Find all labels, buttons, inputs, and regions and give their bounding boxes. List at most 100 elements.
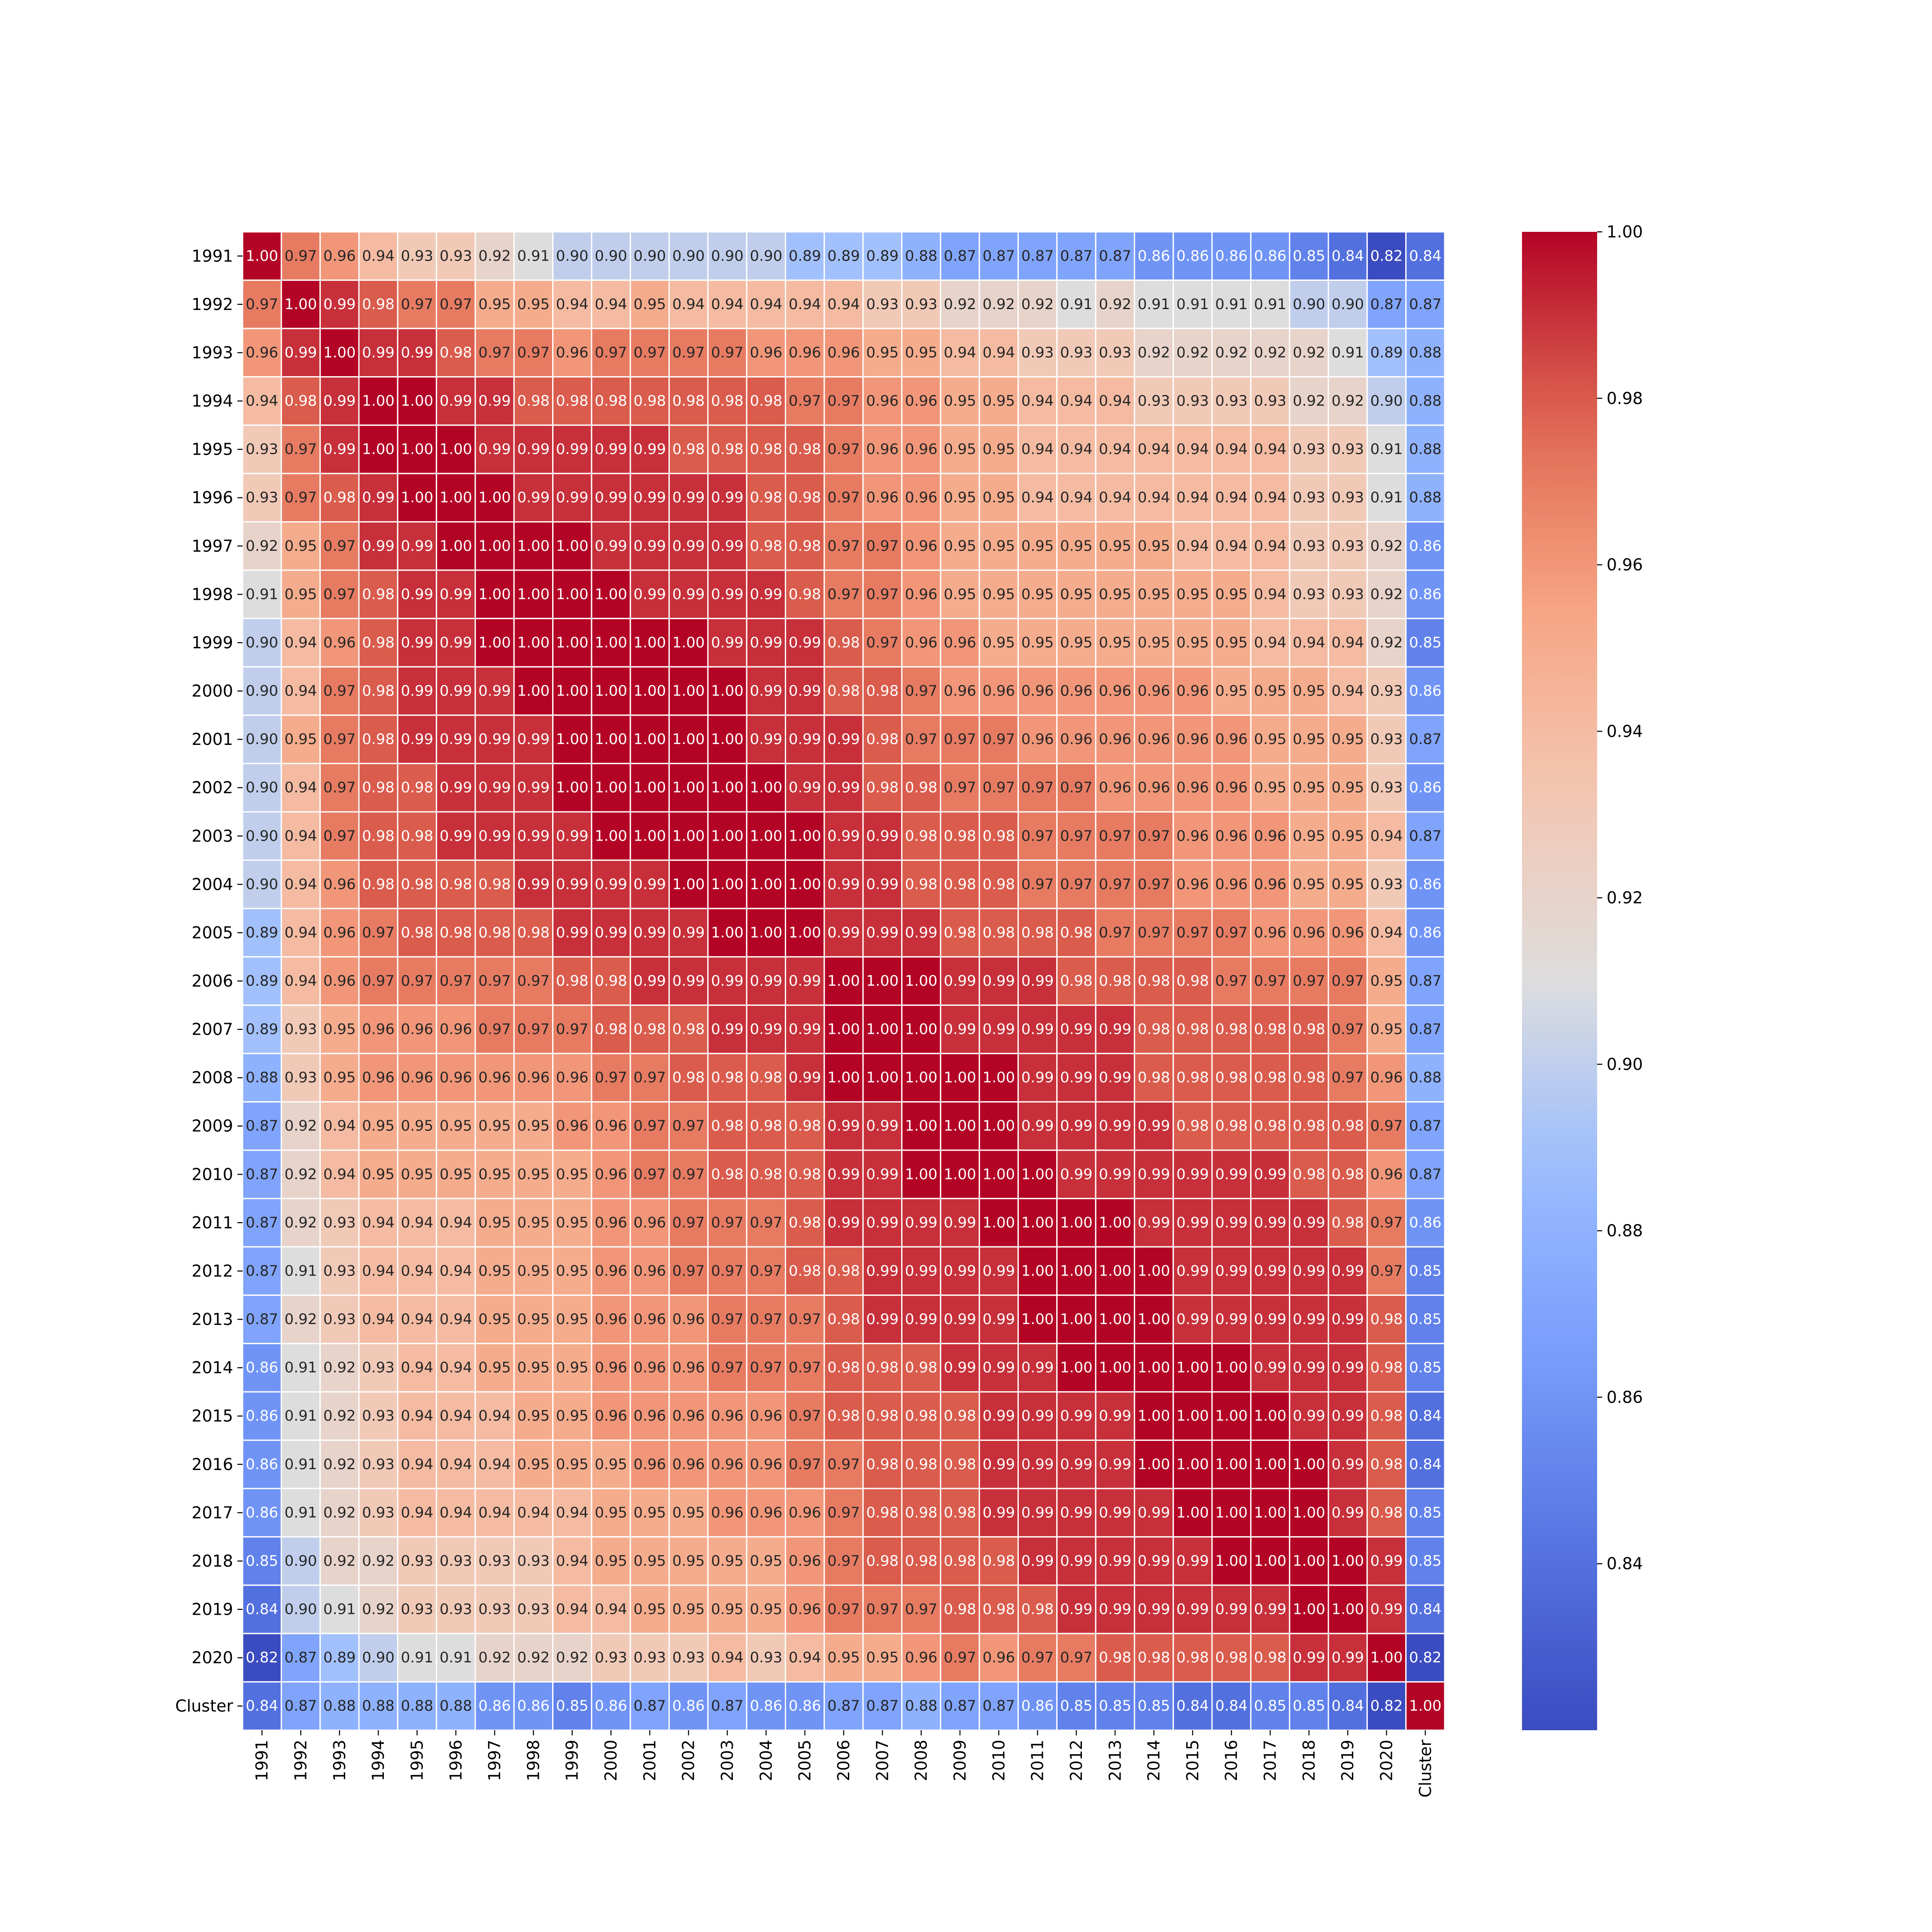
y-tick-label: 1991 <box>191 246 233 265</box>
cell-value-label: 1.00 <box>672 827 705 844</box>
cell-value-label: 0.87 <box>1021 247 1054 264</box>
cell-value-label: 0.92 <box>1293 392 1325 410</box>
heatmap-cell <box>474 1004 515 1054</box>
cell-value-label: 0.94 <box>750 296 783 313</box>
heatmap-cell <box>823 1681 864 1731</box>
heatmap-cell <box>1211 1004 1252 1054</box>
cell-value-label: 0.94 <box>789 296 821 313</box>
cell-value-label: 0.98 <box>789 538 821 555</box>
cell-value-label: 0.98 <box>362 827 395 844</box>
cell-value-label: 0.95 <box>323 1021 356 1038</box>
cell-value-label: 0.98 <box>711 1118 744 1135</box>
cell-value-label: 0.96 <box>323 876 356 893</box>
cell-value-label: 0.99 <box>595 876 627 893</box>
cell-value-label: 1.00 <box>517 634 550 651</box>
cell-value-label: 0.98 <box>517 924 550 941</box>
cell-value-label: 0.95 <box>634 1504 666 1521</box>
cell-value-label: 0.95 <box>1176 586 1209 603</box>
cell-value-label: 0.95 <box>827 1649 860 1666</box>
heatmap-cell <box>1017 1536 1058 1586</box>
heatmap-cell <box>978 231 1019 281</box>
cell-value-label: 0.92 <box>362 1552 395 1570</box>
heatmap-cell <box>513 1536 554 1586</box>
heatmap-cell <box>1133 811 1174 861</box>
cell-value-label: 0.98 <box>905 876 938 893</box>
cell-value-label: 0.98 <box>866 731 899 748</box>
cell-value-label: 0.99 <box>1215 1262 1248 1279</box>
heatmap-cell <box>1405 1198 1446 1248</box>
cell-value-label: 0.98 <box>440 344 472 361</box>
cell-value-label: 0.99 <box>478 683 511 700</box>
cell-value-label: 0.99 <box>827 924 860 941</box>
cell-value-label: 1.00 <box>711 876 744 893</box>
heatmap-cell <box>1095 1536 1135 1586</box>
cell-value-label: 0.87 <box>982 1698 1015 1715</box>
cell-value-label: 1.00 <box>982 1069 1015 1086</box>
cell-value-label: 1.00 <box>672 683 705 700</box>
cell-value-label: 0.98 <box>1099 1649 1131 1666</box>
heatmap-cell <box>629 1584 670 1634</box>
heatmap-cell <box>1366 1294 1407 1344</box>
cell-value-label: 0.95 <box>944 392 976 410</box>
cell-value-label: 1.00 <box>750 827 783 844</box>
cell-value-label: 0.86 <box>478 1698 511 1715</box>
cell-value-label: 0.98 <box>1293 1021 1325 1038</box>
cell-value-label: 0.97 <box>285 441 317 458</box>
cell-value-label: 0.98 <box>362 634 395 651</box>
heatmap-cell <box>474 1391 515 1441</box>
cell-value-label: 0.89 <box>1370 344 1403 361</box>
heatmap-cell <box>862 376 902 426</box>
y-tick-label: Cluster <box>175 1697 233 1716</box>
heatmap-cell <box>1017 1149 1058 1200</box>
cell-value-label: 0.94 <box>440 1456 472 1473</box>
cell-value-label: 0.86 <box>1409 924 1442 941</box>
heatmap-cell <box>1095 1246 1135 1296</box>
cell-value-label: 0.97 <box>634 1166 666 1183</box>
heatmap-cell <box>978 1391 1019 1441</box>
heatmap-cell <box>591 618 631 668</box>
cell-value-label: 0.95 <box>517 1214 550 1231</box>
cell-value-label: 0.97 <box>1099 924 1131 941</box>
heatmap-cell <box>280 473 321 522</box>
cell-value-label: 0.92 <box>1370 634 1403 651</box>
heatmap-cell <box>1017 231 1058 281</box>
heatmap-cell <box>1056 1536 1097 1586</box>
heatmap-cell <box>319 1488 360 1538</box>
heatmap-cell <box>1056 1681 1097 1731</box>
colorbar-tick-label: 0.84 <box>1607 1554 1643 1573</box>
heatmap-cell <box>436 376 476 426</box>
cell-value-label: 0.90 <box>285 1601 317 1618</box>
cell-value-label: 0.99 <box>440 827 472 844</box>
cell-value-label: 0.99 <box>401 683 434 700</box>
cell-value-label: 0.86 <box>1138 247 1170 264</box>
cell-value-label: 0.95 <box>1293 731 1325 748</box>
cell-value-label: 0.98 <box>362 683 395 700</box>
cell-value-label: 0.97 <box>944 731 976 748</box>
cell-value-label: 0.98 <box>1370 1456 1403 1473</box>
cell-value-label: 0.96 <box>905 586 938 603</box>
cell-value-label: 0.95 <box>1215 586 1248 603</box>
heatmap-cell <box>1250 1294 1291 1344</box>
cell-value-label: 0.84 <box>1331 1698 1364 1715</box>
heatmap-cell <box>474 473 515 522</box>
cell-value-label: 0.96 <box>672 1407 705 1425</box>
cell-value-label: 0.89 <box>789 247 821 264</box>
x-axis-tick-labels: 1991 1992 1993 1994 1995 1996 1997 1998 1999 2000… <box>252 1730 1435 1798</box>
cell-value-label: 1.00 <box>595 586 627 603</box>
heatmap-cell <box>1056 860 1097 909</box>
cell-value-label: 0.95 <box>672 1601 705 1618</box>
heatmap-cell <box>629 1633 670 1683</box>
cell-value-label: 1.00 <box>1021 1311 1054 1328</box>
cell-value-label: 0.99 <box>982 1407 1015 1425</box>
heatmap-cell <box>823 714 864 764</box>
heatmap-cell <box>1327 908 1368 958</box>
cell-value-label: 0.95 <box>1215 683 1248 700</box>
y-tick-label: 2004 <box>191 875 233 894</box>
cell-value-label: 0.98 <box>1370 1407 1403 1425</box>
heatmap-cell <box>862 328 902 378</box>
cell-value-label: 0.85 <box>1409 1552 1442 1570</box>
cell-value-label: 0.99 <box>866 827 899 844</box>
heatmap-cell <box>397 279 437 329</box>
heatmap-cell <box>1173 1681 1213 1731</box>
cell-value-label: 0.98 <box>944 1552 976 1570</box>
